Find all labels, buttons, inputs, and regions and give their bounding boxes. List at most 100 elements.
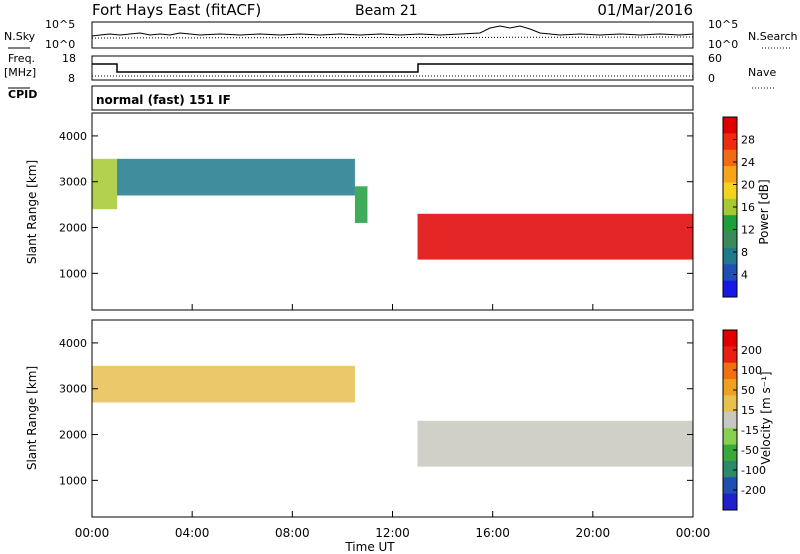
velocity-data-layer: [92, 365, 693, 467]
x-tick-label-3: 12:00: [375, 526, 410, 540]
power-colorbar-label-3: 16: [741, 201, 755, 214]
x-tick-label-6: 00:00: [676, 526, 711, 540]
velocity-ylabel: Slant Range [km]: [25, 366, 39, 470]
power-y-axis: 1000 2000 3000 4000: [59, 130, 693, 280]
x-axis: 00:00 04:00 08:00 12:00 16:00 20:00 00:00: [75, 304, 711, 540]
velocity-colorbar-swatch-1: [723, 346, 737, 364]
freq-panel-frame: [91, 55, 694, 81]
nave-label: Nave: [748, 66, 776, 79]
power-colorbar-swatch-6: [723, 215, 737, 233]
power-colorbar-swatch-8: [723, 247, 737, 265]
velocity-colorbar-label-2: 50: [741, 384, 755, 397]
power-colorbar-swatch-7: [723, 231, 737, 249]
power-colorbar-label-5: 8: [741, 246, 748, 259]
power-frame: [91, 112, 694, 311]
beam-title: Beam 21: [355, 3, 418, 19]
noise-search-trace: [91, 36, 694, 39]
velocity-ytick-label-0: 1000: [59, 474, 87, 487]
velocity-colorbar-swatch-3: [723, 379, 737, 396]
velocity-colorbar-label-6: -100: [741, 464, 766, 477]
power-ylabel: Slant Range [km]: [25, 160, 39, 264]
velocity-ytick-label-2: 3000: [59, 383, 87, 396]
noise-left-tick-bottom: 10^0: [45, 38, 75, 51]
power-ytick-label-2: 3000: [59, 176, 87, 189]
cpid-value: normal (fast) 151 IF: [96, 93, 231, 107]
power-band-2: [354, 186, 368, 223]
nsearch-label: N.Search: [748, 30, 798, 43]
velocity-colorbar-swatch-9: [723, 477, 737, 495]
power-panel: 1000 2000 3000 4000 Slant Range [km]: [25, 112, 694, 311]
power-colorbar-label-4: 12: [741, 224, 755, 237]
x-tick-label-2: 08:00: [275, 526, 310, 540]
velocity-ytick-label-3: 4000: [59, 337, 87, 350]
velocity-y-axis: 1000 2000 3000 4000: [59, 337, 693, 487]
nsky-label: N.Sky: [4, 30, 36, 43]
power-colorbar-swatch-10: [723, 280, 737, 298]
velocity-colorbar-swatch-7: [723, 444, 737, 462]
x-tick-label-0: 00:00: [75, 526, 110, 540]
velocity-colorbar-label-5: -50: [741, 444, 759, 457]
x-tick-label-4: 16:00: [475, 526, 510, 540]
velocity-colorbar-label: Velocity [m s⁻¹]: [759, 371, 773, 464]
velocity-colorbar-label-1: 100: [741, 364, 762, 377]
date-title: 01/Mar/2016: [597, 1, 693, 19]
station-title: Fort Hays East (fitACF): [92, 1, 261, 19]
power-colorbar-label-0: 28: [741, 134, 755, 147]
velocity-colorbar-label-4: -15: [741, 424, 759, 437]
power-colorbar-swatch-1: [723, 133, 737, 151]
power-colorbar-swatch-0: [723, 117, 737, 134]
nave-tick-top: 60: [708, 52, 722, 65]
noise-sky-trace: [91, 25, 694, 37]
noise-right-tick-top: 10^5: [708, 18, 738, 31]
velocity-colorbar: 200 100 50 15 -15 -50 -100 -200: [722, 329, 766, 511]
power-colorbar-label-6: 4: [741, 269, 748, 282]
freq-label: Freq.: [8, 52, 35, 65]
freq-tick-bottom: 8: [68, 72, 75, 85]
power-colorbar-label: Power [dB]: [757, 179, 771, 244]
power-data-layer: [92, 158, 693, 260]
velocity-colorbar-swatch-6: [723, 428, 737, 446]
freq-unit: [MHz]: [4, 66, 36, 79]
cpid-panel-frame: [91, 85, 694, 111]
power-colorbar-swatch-9: [723, 264, 737, 282]
velocity-colorbar-swatch-8: [723, 460, 737, 478]
velocity-panel: 1000 2000 3000 4000 Slant Range [km]: [25, 319, 694, 518]
power-colorbar-swatch-3: [723, 166, 737, 183]
velocity-colorbar-swatch-4: [723, 395, 737, 413]
power-ytick-label-1: 2000: [59, 222, 87, 235]
power-colorbar-label-2: 20: [741, 179, 755, 192]
power-colorbar-swatch-5: [723, 198, 737, 216]
velocity-band-0: [92, 365, 355, 403]
noise-left-tick-top: 10^5: [45, 18, 75, 31]
power-ytick-label-0: 1000: [59, 267, 87, 280]
power-band-0: [92, 158, 118, 210]
x-axis-label: Time UT: [344, 540, 395, 554]
x-tick-label-5: 20:00: [576, 526, 611, 540]
velocity-frame: [91, 319, 694, 518]
velocity-colorbar-swatch-0: [723, 330, 737, 347]
power-band-1: [117, 158, 355, 196]
power-ytick-label-3: 4000: [59, 130, 87, 143]
power-colorbar-label-1: 24: [741, 156, 755, 169]
freq-tick-top: 18: [62, 52, 76, 65]
power-colorbar-swatch-4: [723, 182, 737, 200]
power-colorbar-swatch-2: [723, 149, 737, 167]
velocity-colorbar-frame: [722, 329, 738, 511]
velocity-colorbar-swatch-10: [723, 493, 737, 511]
velocity-colorbar-label-3: 15: [741, 404, 755, 417]
velocity-colorbar-label-0: 200: [741, 344, 762, 357]
velocity-colorbar-swatch-5: [723, 411, 737, 429]
noise-panel-frame: [91, 21, 694, 49]
nave-tick-bottom: 0: [708, 72, 715, 85]
noise-right-tick-bottom: 10^0: [708, 38, 738, 51]
cpid-label: CPID: [8, 88, 37, 101]
velocity-band-1: [417, 420, 693, 467]
velocity-colorbar-label-7: -200: [741, 484, 766, 497]
freq-trace: [92, 63, 693, 73]
velocity-ytick-label-1: 2000: [59, 429, 87, 442]
velocity-colorbar-swatch-2: [723, 362, 737, 380]
power-colorbar: 28 24 20 16 12 8 4: [722, 116, 755, 298]
power-band-3: [417, 213, 693, 260]
x-tick-label-1: 04:00: [175, 526, 210, 540]
